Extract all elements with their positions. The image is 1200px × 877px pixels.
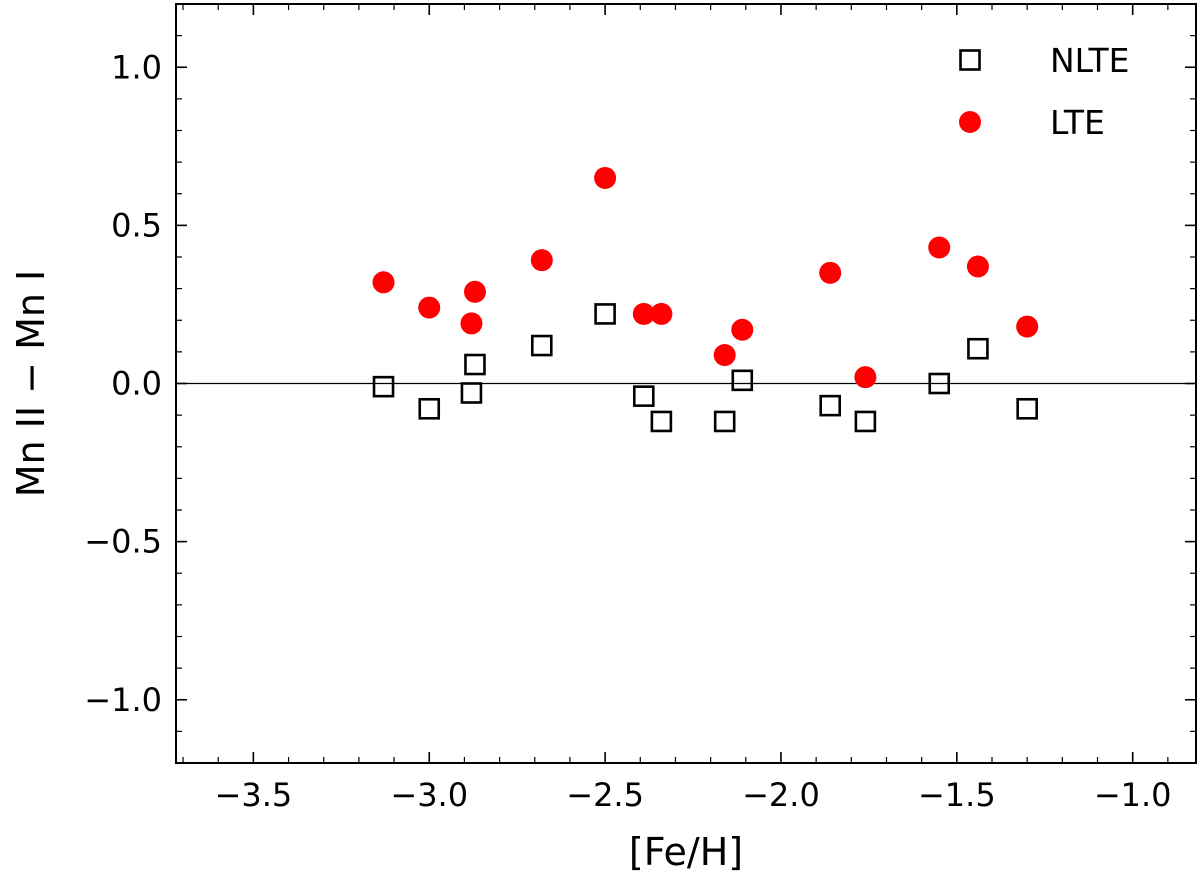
y-tick-label: −0.5 — [84, 523, 162, 561]
lte-point-circle-marker — [1016, 315, 1039, 338]
nlte-point-square-marker — [650, 410, 673, 433]
legend-label: LTE — [1050, 103, 1105, 142]
lte-point-circle-marker — [463, 280, 486, 303]
y-tick-label: 0.0 — [111, 365, 162, 403]
plot-frame — [175, 3, 1197, 764]
lte-point-circle-marker — [819, 261, 842, 284]
y-axis-label: Mn II − Mn I — [9, 270, 53, 498]
nlte-point-square-marker — [854, 410, 877, 433]
nlte-point-square-marker — [530, 334, 553, 357]
nlte-point-square-marker — [1016, 397, 1038, 420]
lte-point-circle-marker — [460, 312, 483, 335]
legend-label: NLTE — [1050, 41, 1130, 80]
lte-point-circle-marker — [966, 255, 989, 278]
data-points-layer — [372, 166, 1039, 433]
nlte-point-square-marker — [819, 394, 842, 417]
nlte-point-square-marker — [418, 397, 441, 420]
lte-point-circle-marker — [713, 344, 736, 367]
x-tick-label: −2.5 — [566, 776, 644, 814]
series-lte — [372, 166, 1039, 389]
y-tick-label: 0.5 — [111, 206, 162, 244]
nlte-point-square-marker — [464, 353, 486, 376]
legend-square-icon — [959, 49, 981, 71]
x-tick-label: −1.5 — [918, 776, 996, 814]
nlte-point-square-marker — [713, 410, 736, 433]
legend-item-lte: LTE — [959, 103, 1105, 142]
nlte-point-square-marker — [928, 372, 951, 395]
lte-point-circle-marker — [928, 236, 951, 259]
nlte-point-square-marker — [967, 337, 989, 360]
legend: NLTE LTE — [959, 41, 1130, 142]
legend-circle-icon — [959, 111, 981, 133]
y-tick-label: −1.0 — [84, 681, 162, 719]
lte-point-circle-marker — [594, 166, 617, 189]
x-tick-label: −3.5 — [215, 776, 293, 814]
lte-point-circle-marker — [372, 271, 395, 294]
x-tick-label: −1.0 — [1094, 776, 1172, 814]
lte-point-circle-marker — [632, 302, 655, 325]
x-tick-label: −3.0 — [390, 776, 468, 814]
x-axis-label: [Fe/H] — [629, 830, 743, 874]
lte-point-circle-marker — [854, 366, 877, 389]
x-tick-labels: −3.5 −3.0 −2.5 −2.0 −1.5 −1.0 — [215, 776, 1172, 814]
nlte-point-square-marker — [372, 375, 395, 398]
lte-point-circle-marker — [731, 318, 754, 341]
x-tick-label: −2.0 — [742, 776, 820, 814]
nlte-point-square-marker — [460, 382, 483, 404]
y-tick-labels: 1.0 0.5 0.0 −0.5 −1.0 — [84, 48, 162, 719]
nlte-point-square-marker — [594, 303, 616, 325]
lte-point-circle-marker — [650, 302, 673, 325]
lte-point-circle-marker — [530, 249, 553, 272]
lte-point-circle-marker — [418, 296, 441, 319]
nlte-point-square-marker — [632, 385, 655, 407]
series-nlte — [372, 303, 1038, 433]
nlte-point-square-marker — [731, 369, 754, 392]
legend-item-nlte: NLTE — [959, 41, 1130, 80]
y-tick-label: 1.0 — [111, 48, 162, 86]
